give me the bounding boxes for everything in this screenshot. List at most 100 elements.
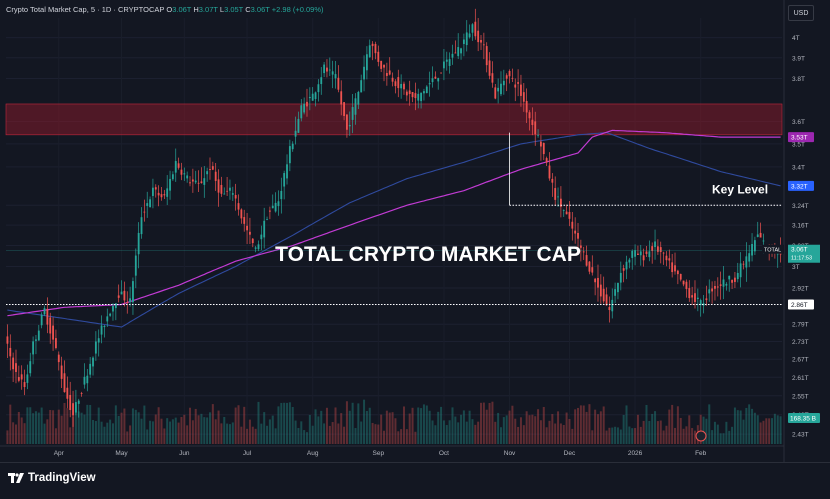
volume-bar	[731, 426, 734, 444]
volume-bar	[402, 406, 405, 444]
volume-bar	[431, 420, 434, 444]
candle-body	[354, 98, 357, 115]
candle-body	[411, 92, 414, 98]
volume-bar	[768, 418, 771, 444]
candle-body	[622, 268, 625, 271]
candle-body	[676, 270, 679, 275]
candle-body	[328, 69, 331, 71]
candle-body	[357, 91, 360, 105]
candle-body	[611, 299, 614, 312]
candle-body	[97, 338, 100, 343]
volume-bar	[736, 410, 739, 444]
candle-body	[380, 60, 383, 69]
volume-bar	[57, 409, 60, 444]
volume-bar	[517, 426, 520, 444]
volume-bar	[502, 417, 505, 444]
y-tick-label: 2.67T	[792, 357, 809, 364]
volume-bar	[462, 410, 465, 444]
candle-body	[457, 47, 460, 57]
candle-body	[29, 361, 32, 374]
volume-bar	[66, 408, 69, 444]
volume-bar	[377, 424, 380, 444]
candle-body	[334, 74, 337, 79]
volume-bar	[166, 418, 169, 444]
volume-bar	[40, 407, 43, 444]
volume-bar	[639, 426, 642, 444]
volume-bar	[60, 415, 63, 444]
candle-body	[617, 282, 619, 293]
candle-body	[642, 255, 645, 261]
ohlc-low-label: L	[219, 5, 225, 14]
candle-body	[154, 187, 157, 190]
price-label-name-bg	[762, 244, 784, 254]
candle-body	[734, 277, 736, 282]
candle-body	[494, 87, 497, 99]
volume-bar	[206, 417, 209, 444]
candle-body	[15, 363, 17, 372]
volume-bar	[480, 402, 483, 444]
price-label-name: TOTAL	[764, 248, 781, 254]
volume-label-bg	[788, 413, 820, 423]
volume-bar	[251, 426, 254, 444]
volume-bar	[582, 405, 585, 444]
y-tick-label: 3.6T	[792, 119, 805, 126]
candle-body	[531, 119, 534, 125]
volume-bar	[448, 420, 451, 444]
candle-body	[263, 220, 266, 238]
volume-bar	[380, 414, 383, 444]
candle-body	[92, 357, 94, 367]
volume-bar	[642, 420, 645, 444]
volume-bar	[422, 404, 425, 444]
candle-body	[337, 77, 340, 90]
volume-bar	[634, 428, 637, 444]
candle-body	[759, 232, 762, 238]
candle-body	[32, 341, 35, 355]
volume-bar	[260, 423, 263, 444]
price-label-value: 3.32T	[791, 183, 808, 190]
candle-body	[114, 303, 117, 309]
price-label-value: 2.86T	[791, 302, 808, 309]
volume-bar	[303, 430, 306, 444]
volume-bar	[656, 421, 659, 444]
candle-body	[326, 67, 328, 72]
volume-bar	[143, 405, 146, 444]
ohlc-high-value: 3.07T	[198, 5, 218, 14]
candle-body	[303, 103, 306, 113]
candle-body	[508, 71, 511, 77]
volume-bar	[286, 402, 289, 444]
candle-body	[323, 64, 326, 74]
y-tick-label: 3.9T	[792, 55, 805, 62]
volume-bar	[679, 417, 682, 444]
candle-body	[306, 101, 308, 107]
volume-bar	[129, 425, 132, 444]
candle-body	[186, 175, 189, 179]
candle-body	[200, 181, 203, 184]
volume-bar	[203, 417, 206, 444]
ohlc-open-label: O	[166, 5, 173, 14]
candle-body	[69, 394, 72, 411]
volume-bar	[534, 416, 537, 444]
candle-body	[405, 91, 408, 96]
volume-bar	[420, 408, 423, 444]
volume-bar	[46, 419, 49, 444]
tradingview-logo[interactable]: TradingView	[8, 472, 96, 484]
volume-bar	[651, 413, 654, 444]
volume-bar	[494, 421, 497, 444]
volume-bar	[756, 415, 759, 444]
volume-bar	[708, 404, 711, 444]
volume-bar	[294, 420, 297, 444]
candle-body	[514, 84, 517, 88]
candle-body	[585, 255, 588, 266]
volume-bar	[654, 411, 657, 444]
candle-body	[112, 305, 114, 312]
candle-body	[83, 376, 86, 385]
chart-title: TOTAL CRYPTO MARKET CAP	[275, 243, 581, 266]
candle-body	[408, 90, 411, 95]
candle-body	[174, 160, 177, 173]
candle-body	[237, 203, 240, 210]
candle-body	[731, 279, 733, 283]
currency-button[interactable]: USD	[788, 5, 814, 21]
candle-body	[628, 259, 631, 263]
